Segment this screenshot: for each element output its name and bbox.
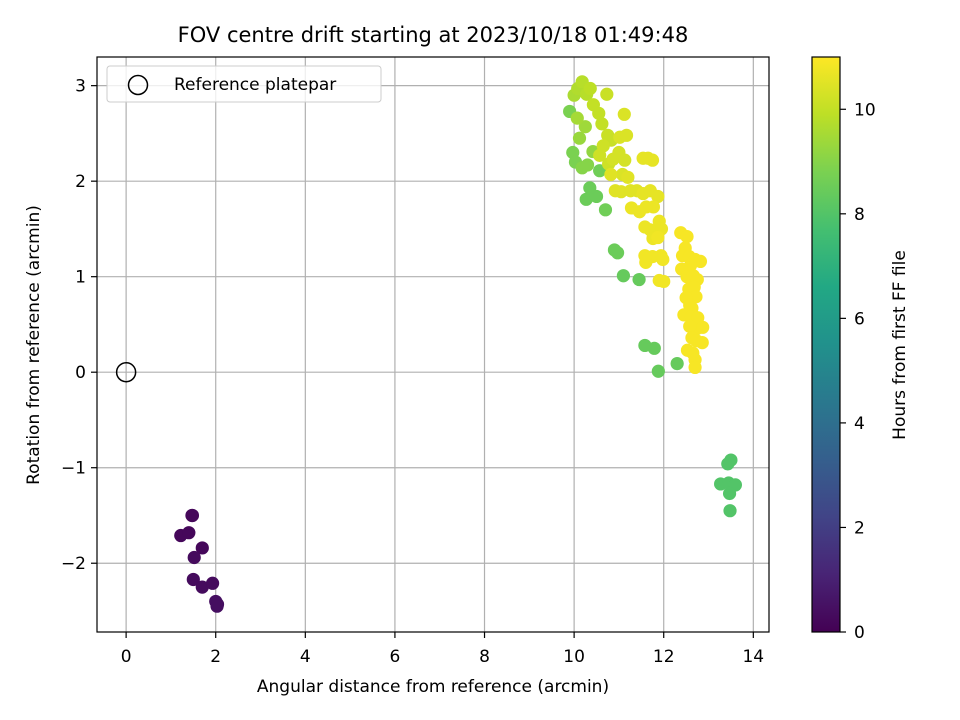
- data-point: [696, 320, 710, 334]
- data-point: [617, 107, 631, 121]
- data-point: [595, 117, 609, 131]
- data-point: [647, 341, 661, 355]
- data-point: [598, 203, 613, 217]
- reference-platepar-marker: [115, 361, 137, 383]
- x-tick-label: 2: [210, 647, 221, 667]
- legend-box: [106, 65, 382, 103]
- reference-marker-layer: [115, 361, 137, 383]
- data-point: [195, 541, 209, 555]
- y-tick-label: 3: [75, 77, 86, 97]
- y-tick-label: −2: [61, 554, 86, 574]
- x-tick-label: 8: [479, 647, 490, 667]
- x-tick-label: 14: [742, 647, 764, 667]
- data-point: [195, 580, 209, 594]
- y-tick-label: 0: [75, 363, 86, 383]
- x-tick-label: 6: [390, 647, 401, 667]
- x-axis-ticks: 0 2 4 6 8 10 12 14: [121, 632, 764, 667]
- data-point: [683, 319, 697, 333]
- data-point: [572, 131, 587, 145]
- colorbar-tick-label: 10: [854, 100, 876, 120]
- colorbar-ticks: 0 2 4 6 8 10: [840, 100, 876, 643]
- data-point: [651, 230, 665, 245]
- data-point: [182, 526, 196, 540]
- data-point: [210, 597, 225, 611]
- data-point: [624, 201, 639, 215]
- data-point: [722, 486, 737, 501]
- data-point: [580, 158, 595, 172]
- x-tick-label: 10: [563, 647, 585, 667]
- data-point: [651, 364, 665, 378]
- y-tick-label: −1: [61, 459, 86, 479]
- data-point: [592, 106, 606, 120]
- y-axis-label: Rotation from reference (arcmin): [24, 205, 44, 485]
- colorbar-tick-label: 4: [854, 414, 865, 434]
- data-point: [600, 87, 614, 101]
- data-point: [632, 272, 646, 287]
- data-point: [657, 274, 671, 289]
- colorbar-gradient: [811, 56, 841, 633]
- data-point: [680, 229, 694, 244]
- data-point: [688, 360, 702, 375]
- data-point: [656, 252, 670, 267]
- colorbar-tick-label: 8: [854, 205, 865, 225]
- data-point: [616, 269, 631, 283]
- data-point: [604, 167, 618, 182]
- data-point: [578, 120, 592, 134]
- data-point: [724, 453, 738, 467]
- x-axis-label: Angular distance from reference (arcmin): [257, 677, 609, 697]
- y-axis-ticks: −2 −1 0 1 2 3: [61, 77, 97, 574]
- data-point: [618, 153, 632, 167]
- data-point: [579, 192, 593, 206]
- scatter-points: [174, 75, 743, 613]
- colorbar-label: Hours from first FF file: [890, 250, 910, 440]
- data-point: [187, 550, 201, 565]
- legend-entry-label: Reference platepar: [174, 75, 336, 95]
- data-point: [607, 243, 622, 257]
- y-tick-label: 1: [75, 268, 86, 288]
- data-point: [695, 335, 709, 350]
- data-point: [570, 111, 584, 125]
- plot-frame: [96, 56, 770, 633]
- data-point: [723, 504, 737, 518]
- data-point: [619, 128, 634, 142]
- colorbar-tick-label: 0: [854, 623, 865, 643]
- data-point: [583, 81, 597, 96]
- data-point: [645, 153, 660, 167]
- legend-marker-icon: [127, 74, 149, 96]
- data-point: [185, 508, 200, 523]
- data-point: [593, 148, 607, 162]
- colorbar-tick-label: 2: [854, 518, 865, 538]
- data-point: [670, 357, 684, 371]
- x-tick-label: 4: [300, 647, 311, 667]
- x-tick-label: 0: [121, 647, 132, 667]
- legend: Reference platepar: [106, 65, 382, 103]
- data-point: [186, 572, 200, 587]
- data-point: [621, 170, 635, 184]
- colorbar: 0 2 4 6 8 10 Hours from first FF file: [811, 56, 910, 643]
- data-point: [583, 181, 597, 195]
- data-point: [205, 576, 220, 590]
- colorbar-tick-label: 6: [854, 309, 865, 329]
- x-tick-label: 12: [653, 647, 675, 667]
- data-point: [638, 249, 652, 263]
- y-tick-label: 2: [75, 172, 86, 192]
- chart-title: FOV centre drift starting at 2023/10/18 …: [178, 23, 689, 47]
- data-point: [651, 189, 665, 204]
